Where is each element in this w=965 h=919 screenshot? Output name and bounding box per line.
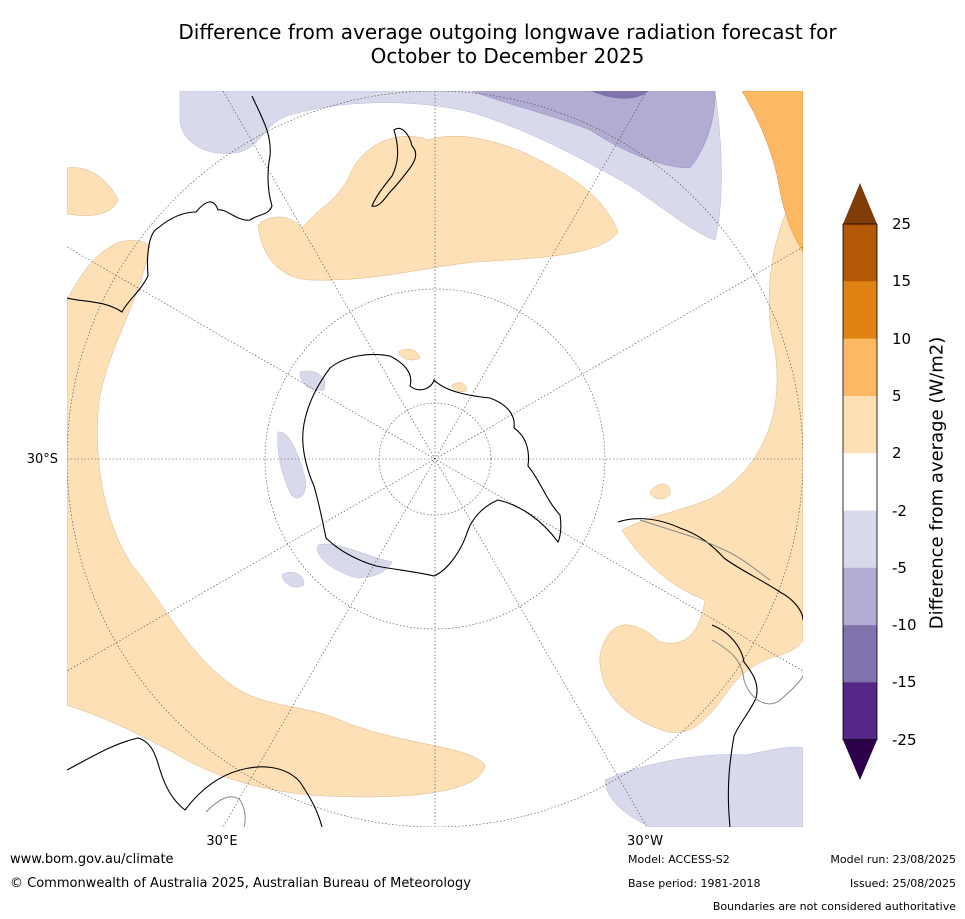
colorbar-band xyxy=(843,338,877,397)
footer-disclaimer: Boundaries are not considered authoritat… xyxy=(712,900,956,913)
colorbar-tick-label: -10 xyxy=(892,616,917,635)
anomaly-region-upper-left xyxy=(67,167,119,216)
anomaly-region-australia xyxy=(257,135,619,281)
anomaly-region-east-pacific xyxy=(741,91,803,253)
anomaly-region-right-pacific xyxy=(599,179,803,733)
title-line-2: October to December 2025 xyxy=(370,44,645,68)
colorbar-tick-label: 2 xyxy=(892,444,902,463)
footer-url[interactable]: www.bom.gov.au/climate xyxy=(10,852,174,867)
colorbar-bands xyxy=(842,223,878,741)
footer-base-period: Base period: 1981-2018 xyxy=(628,877,761,890)
colorbar-band xyxy=(843,682,877,741)
footer-copyright: © Commonwealth of Australia 2025, Austra… xyxy=(10,876,471,891)
colorbar xyxy=(842,183,878,780)
anomaly-region-negative-stronger xyxy=(471,91,716,169)
anomaly-region-negative-southeast xyxy=(604,746,803,827)
anomaly-region-negative-strongest xyxy=(590,91,648,99)
map-panel xyxy=(67,91,803,827)
country-borders xyxy=(205,519,803,827)
title-line-1: Difference from average outgoing longwav… xyxy=(178,20,837,44)
colorbar-label: Difference from average (W/m2) xyxy=(926,336,948,630)
colorbar-band xyxy=(843,567,877,626)
coastline-africa xyxy=(67,737,323,827)
colorbar-tick-label: 5 xyxy=(892,386,902,405)
colorbar-band xyxy=(843,510,877,569)
colorbar-tick-label: -25 xyxy=(892,730,917,749)
colorbar-band xyxy=(843,224,877,282)
footer-model-run: Model run: 23/08/2025 xyxy=(830,853,956,866)
lon-label-30e: 30°E xyxy=(206,834,237,849)
coastline-new-zealand xyxy=(371,128,417,207)
colorbar-band xyxy=(843,281,877,340)
footer-issued: Issued: 25/08/2025 xyxy=(849,877,956,890)
colorbar-tick-label: -15 xyxy=(892,673,917,692)
coastline-australia xyxy=(67,95,273,313)
colorbar-tick-label: 25 xyxy=(892,215,912,233)
lat-label-30s: 30°S xyxy=(27,452,58,467)
colorbar-over-arrow xyxy=(843,183,877,224)
coastline-antarctica xyxy=(302,353,562,577)
colorbar-band xyxy=(843,625,877,683)
anomaly-region-antarctic-coast xyxy=(397,348,467,392)
colorbar-band xyxy=(843,453,877,511)
colorbar-tick-label: 15 xyxy=(892,272,912,291)
colorbar-tick-label: -2 xyxy=(892,501,907,520)
chart-title: Difference from average outgoing longwav… xyxy=(60,20,955,68)
colorbar-tick-label: -5 xyxy=(892,558,907,577)
colorbar-frame xyxy=(842,223,878,741)
coastline-south-america xyxy=(617,518,803,827)
anomaly-region-left-band xyxy=(67,240,486,798)
coastlines xyxy=(67,95,803,827)
lon-label-30w: 30°W xyxy=(627,834,663,849)
colorbar-band xyxy=(843,395,877,454)
footer-model: Model: ACCESS-S2 xyxy=(628,853,730,866)
graticule xyxy=(67,91,803,827)
anomaly-region-south-atlantic-patch xyxy=(649,483,671,500)
colorbar-tick-label: 10 xyxy=(892,329,912,348)
colorbar-under-arrow xyxy=(843,740,877,780)
anomaly-region-negative-coastal xyxy=(277,370,393,588)
